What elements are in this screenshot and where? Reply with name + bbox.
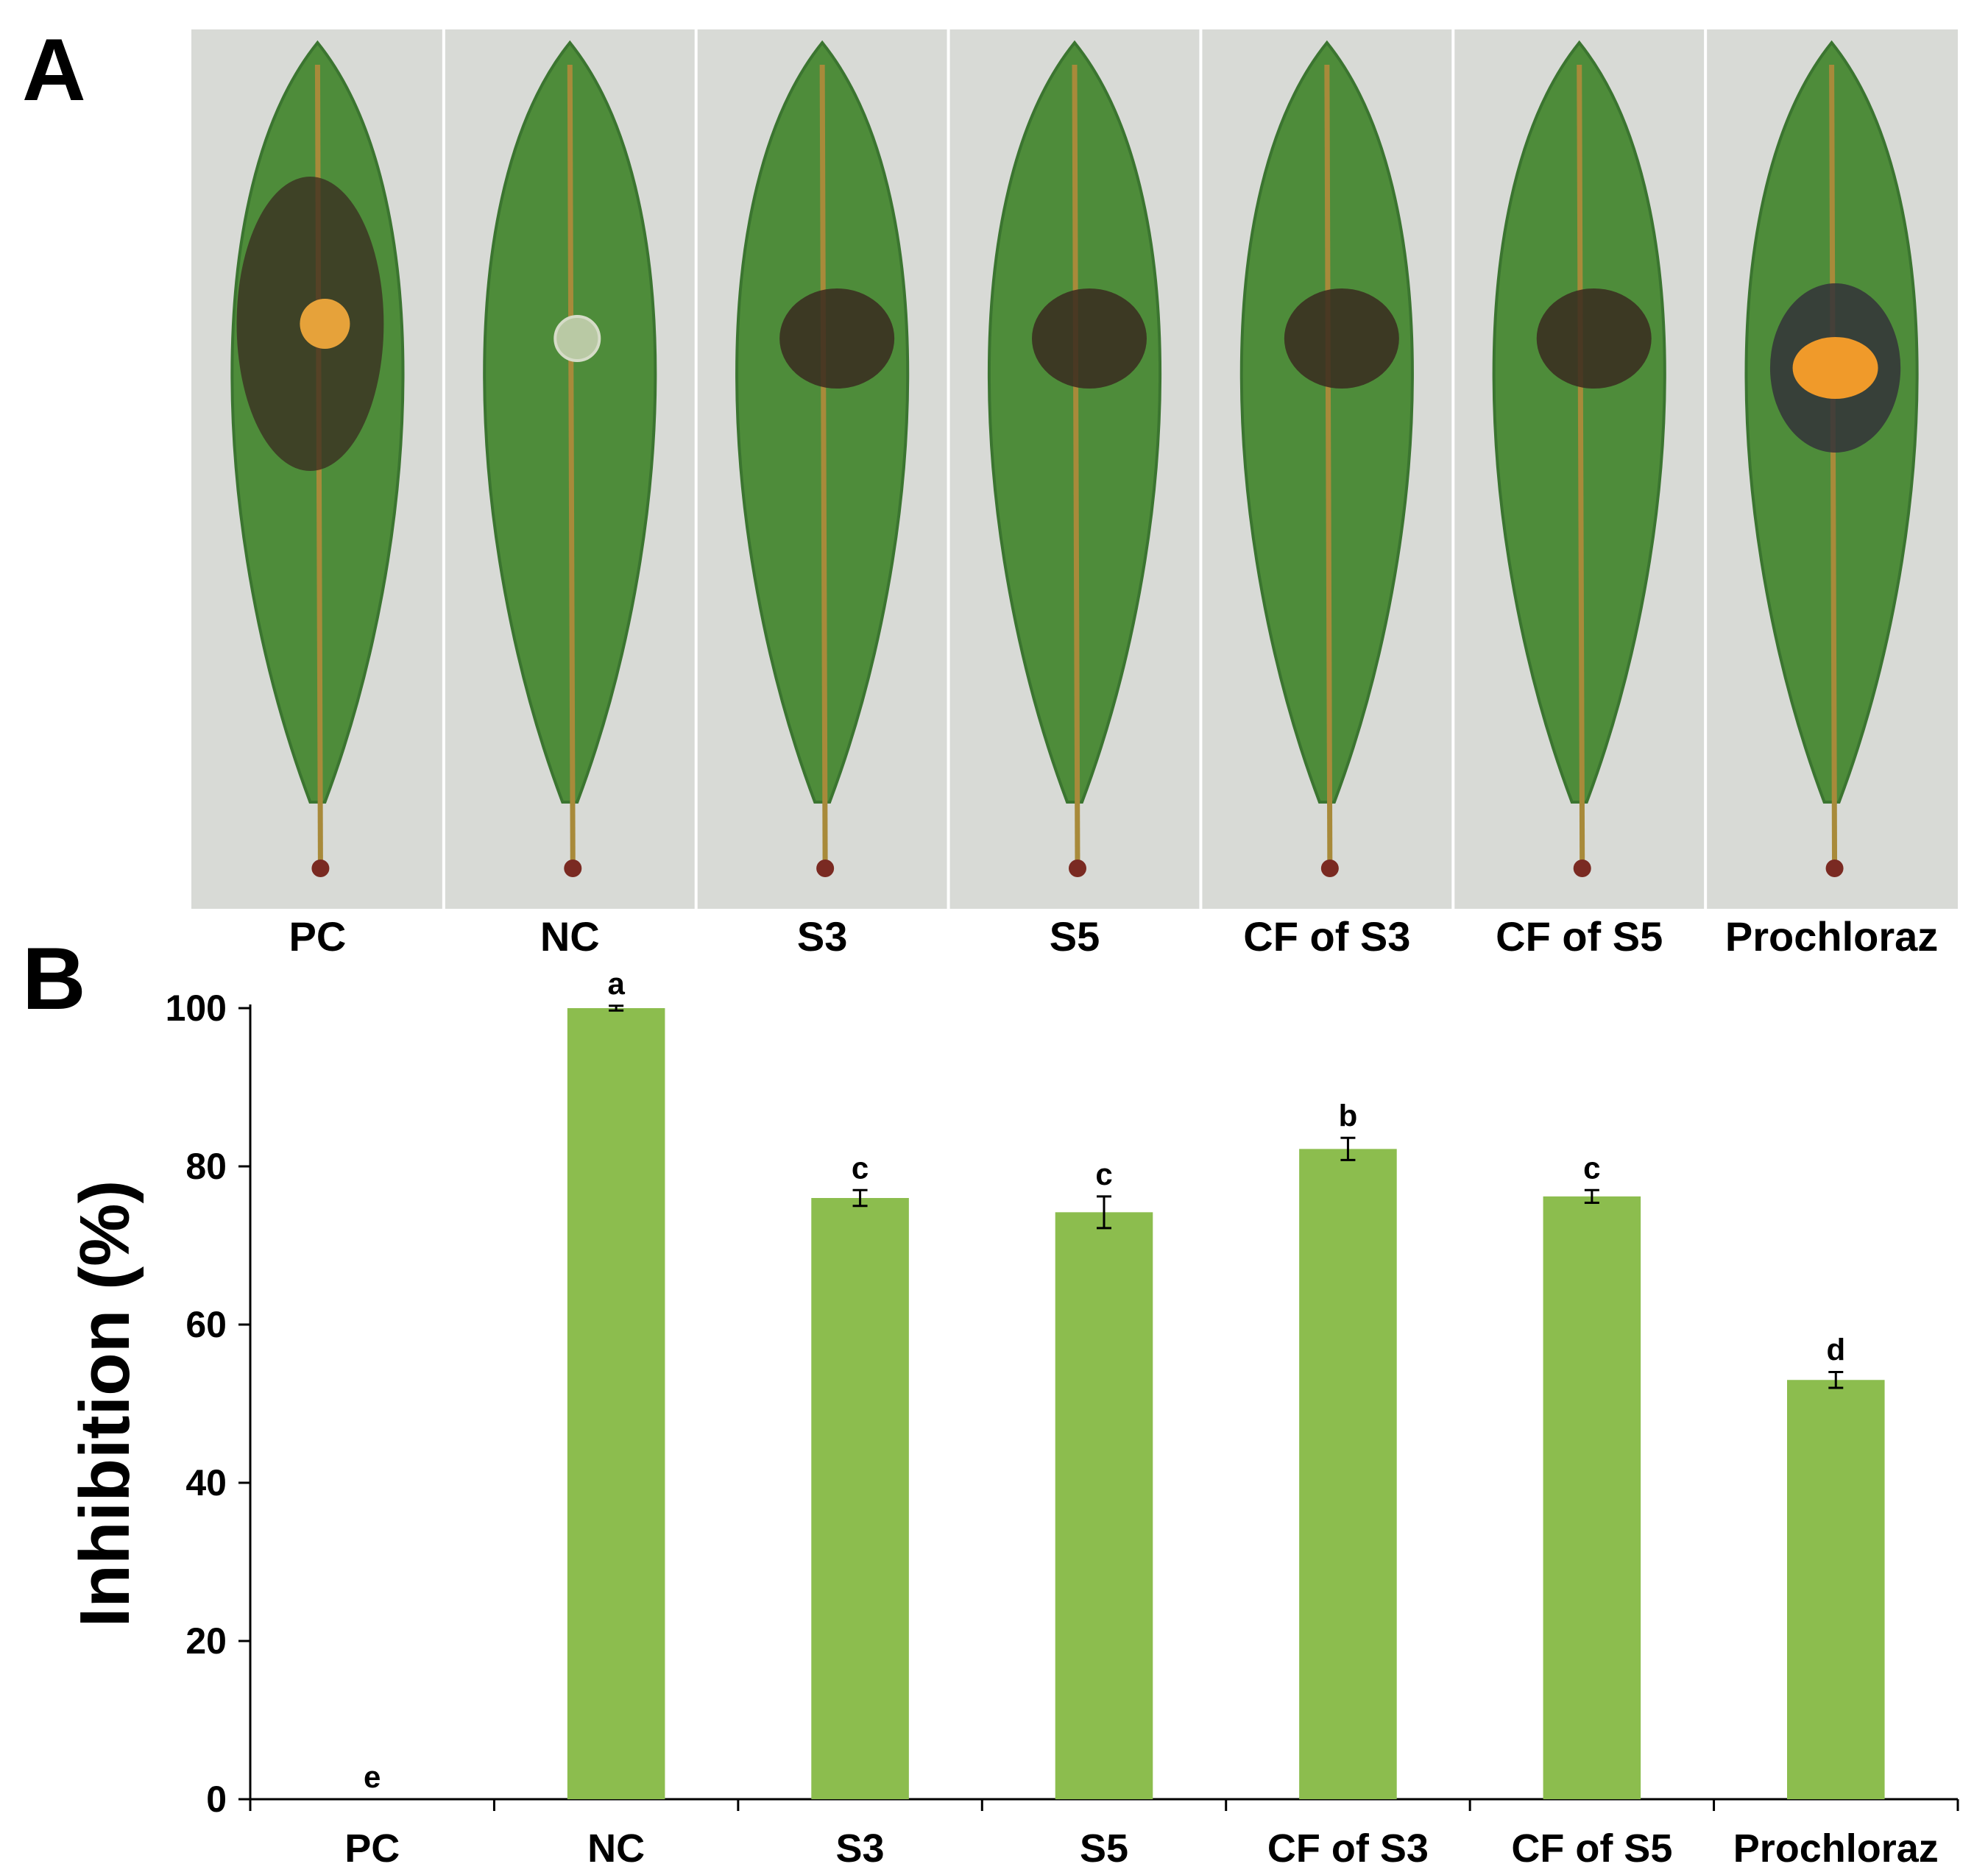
leaf-label: Prochloraz <box>1725 913 1939 960</box>
inoculum-plug <box>1792 337 1878 399</box>
leaf-photo <box>191 29 444 909</box>
significance-letter: b <box>1339 1098 1358 1133</box>
inoculum-plug <box>300 299 350 349</box>
significance-letter: d <box>1826 1333 1845 1367</box>
significance-letter: e <box>364 1759 381 1794</box>
leaf-photo-strip <box>191 29 1958 909</box>
leaf-label: S3 <box>796 913 848 960</box>
significance-letter: c <box>852 1150 869 1185</box>
x-tick-label: NC <box>587 1826 645 1871</box>
x-tick-label: S5 <box>1080 1826 1128 1871</box>
lesion <box>779 288 895 389</box>
leaf-label: CF of S3 <box>1243 913 1411 960</box>
leaf-photo <box>1199 29 1454 909</box>
leaf-petiole-tip <box>564 859 582 877</box>
leaf-midrib <box>1577 64 1585 869</box>
leaf-photo <box>1704 29 1958 909</box>
leaf-petiole-tip <box>1573 859 1591 877</box>
leaf-midrib <box>1829 64 1838 869</box>
bar <box>1299 1149 1397 1799</box>
x-tick-label: PC <box>344 1826 400 1871</box>
significance-letter: c <box>1583 1150 1600 1185</box>
leaf-photo <box>694 29 949 909</box>
leaf-label: CF of S5 <box>1496 913 1663 960</box>
significance-letter: a <box>607 966 625 1001</box>
leaf-petiole-tip <box>1320 859 1339 877</box>
bar <box>1787 1380 1885 1799</box>
bar <box>811 1198 909 1799</box>
leaf-petiole-tip <box>1069 859 1086 877</box>
x-tick-label: CF of S3 <box>1267 1826 1429 1871</box>
bar <box>1543 1196 1641 1799</box>
leaf-midrib <box>1072 64 1080 869</box>
leaf-label: S5 <box>1049 913 1100 960</box>
x-tick-label: Prochloraz <box>1733 1826 1939 1871</box>
lesion <box>1284 288 1399 389</box>
leaf-label: NC <box>540 913 600 960</box>
leaf-label: PC <box>289 913 347 960</box>
y-tick-label: 60 <box>185 1304 227 1345</box>
bar <box>567 1008 665 1799</box>
lesion <box>1536 288 1652 389</box>
leaf-midrib <box>567 64 576 869</box>
x-tick-label: CF of S5 <box>1511 1826 1672 1871</box>
y-tick-label: 20 <box>185 1620 227 1662</box>
significance-letter: c <box>1095 1157 1112 1191</box>
y-tick-label: 100 <box>166 988 227 1029</box>
leaf-photo <box>1451 29 1706 909</box>
leaf-petiole-tip <box>311 859 330 877</box>
bar <box>1055 1212 1153 1799</box>
y-tick-label: 80 <box>185 1146 227 1187</box>
panel-a-letter: A <box>22 21 86 119</box>
leaf-petiole-tip <box>816 859 835 877</box>
leaf-midrib <box>1324 64 1333 869</box>
lesion <box>1032 288 1147 389</box>
leaf-photo <box>442 29 696 909</box>
leaf-photo <box>947 29 1201 909</box>
x-tick-label: S3 <box>836 1826 885 1871</box>
y-axis-label: Inhibition (%) <box>66 1180 144 1628</box>
leaf-petiole-tip <box>1825 859 1844 877</box>
y-tick-label: 40 <box>185 1462 227 1503</box>
y-tick-label: 0 <box>206 1779 227 1820</box>
leaf-midrib <box>819 64 828 869</box>
inoculum-drop <box>553 315 601 362</box>
panel-b-letter: B <box>22 929 86 1028</box>
